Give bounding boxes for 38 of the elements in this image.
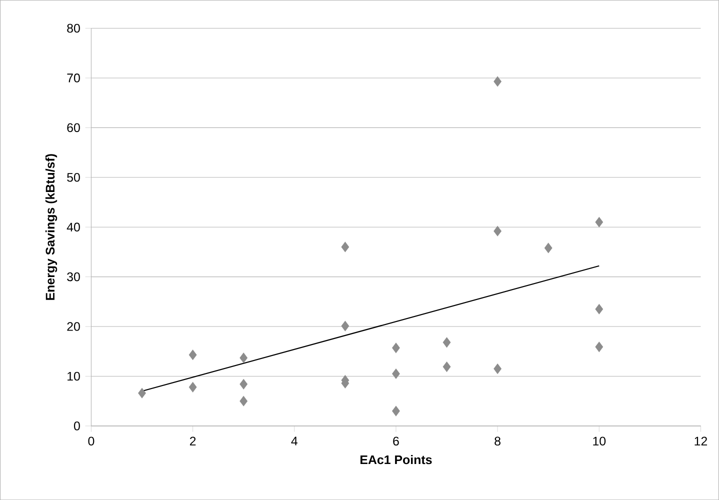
point — [138, 388, 146, 398]
x-tick-label: 4 — [291, 436, 298, 446]
point — [392, 342, 400, 353]
point — [442, 362, 451, 372]
point — [240, 396, 248, 406]
point — [240, 378, 248, 390]
point — [341, 320, 350, 332]
point — [188, 382, 197, 392]
point — [240, 352, 248, 363]
y-tick-label: 50 — [67, 172, 80, 182]
point — [494, 226, 502, 236]
y-tick-label: 20 — [67, 322, 80, 331]
x-tick-label: 8 — [494, 436, 500, 446]
x-tick-label: 2 — [190, 436, 196, 446]
x-axis-title: EAc1 Points — [360, 454, 432, 464]
y-axis-title: Energy Savings (kBtu/sf) — [45, 154, 58, 300]
x-tick-label: 6 — [393, 436, 399, 446]
point — [392, 406, 400, 416]
x-tick-label: 12 — [694, 436, 708, 446]
point — [595, 342, 604, 352]
point — [494, 364, 502, 374]
point — [188, 350, 197, 360]
x-tick-label: 0 — [88, 436, 94, 446]
y-tick-label: 30 — [67, 272, 80, 282]
y-tick-label: 60 — [67, 123, 80, 132]
point — [595, 304, 604, 314]
point — [494, 76, 502, 86]
x-tick-label: 10 — [593, 436, 606, 446]
point — [392, 368, 400, 379]
point — [442, 337, 451, 348]
y-tick-label: 70 — [67, 73, 80, 82]
point — [544, 242, 552, 254]
y-tick-label: 80 — [67, 24, 80, 33]
point — [595, 216, 604, 228]
y-tick-label: 40 — [66, 222, 80, 232]
point — [341, 242, 350, 252]
y-tick-label: 10 — [68, 372, 80, 381]
y-tick-label: 0 — [74, 421, 80, 430]
